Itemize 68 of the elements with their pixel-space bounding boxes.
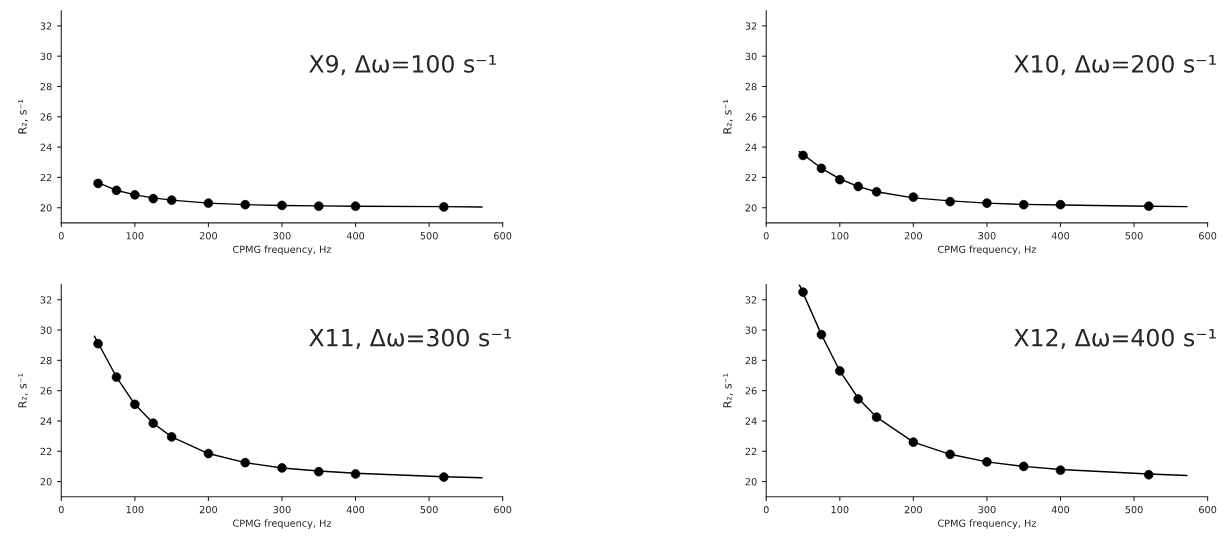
y-tick-label: 20 xyxy=(40,478,52,486)
y-tick-label: 22 xyxy=(745,173,757,182)
x-tick-label: 200 xyxy=(904,505,922,514)
x-axis-title: CPMG frequency, Hz xyxy=(233,245,332,255)
x-tick-label: 500 xyxy=(420,505,438,514)
annotation: X10, Δω=200 s⁻¹ xyxy=(1014,54,1216,76)
y-tick-label: 30 xyxy=(40,326,52,334)
y-tick-label: 28 xyxy=(40,356,52,365)
x-tick-label: 0 xyxy=(763,505,769,514)
y-tick-label: 20 xyxy=(40,204,52,212)
y-tick-label: 26 xyxy=(40,113,52,121)
x-tick-label: 200 xyxy=(199,505,218,514)
y-tick-label: 24 xyxy=(745,143,757,151)
x-tick-label: 500 xyxy=(420,232,438,240)
y-tick-label: 30 xyxy=(745,52,757,61)
x-tick-label: 100 xyxy=(831,505,849,514)
x-axis-title: CPMG frequency, Hz xyxy=(937,245,1037,255)
x-tick-label: 500 xyxy=(1125,505,1143,514)
annotation: X12, Δω=400 s⁻¹ xyxy=(1014,328,1216,350)
y-tick-label: 24 xyxy=(40,143,52,151)
x-tick-label: 400 xyxy=(1051,232,1070,240)
x-tick-label: 0 xyxy=(58,232,64,240)
y-tick-label: 32 xyxy=(745,22,757,30)
y-tick-label: 26 xyxy=(745,113,757,121)
x-tick-label: 300 xyxy=(978,232,996,240)
y-tick-label: 30 xyxy=(40,52,52,61)
y-axis-title: R₂, s⁻¹ xyxy=(723,373,733,408)
x-tick-label: 300 xyxy=(273,505,291,514)
y-tick-label: 22 xyxy=(745,447,757,455)
x-tick-label: 400 xyxy=(346,232,365,240)
x-tick-label: 200 xyxy=(199,232,218,240)
y-axis-title: R₂, s⁻¹ xyxy=(18,99,28,134)
x-tick-label: 300 xyxy=(273,232,291,240)
x-tick-label: 500 xyxy=(1125,232,1143,240)
x-tick-label: 0 xyxy=(58,505,64,514)
x-tick-label: 100 xyxy=(831,232,849,240)
y-tick-label: 22 xyxy=(40,173,52,182)
annotation: X11, Δω=300 s⁻¹ xyxy=(309,328,511,350)
y-tick-label: 30 xyxy=(745,326,757,334)
y-tick-label: 20 xyxy=(745,204,757,212)
x-tick-label: 600 xyxy=(494,232,512,240)
x-tick-label: 600 xyxy=(494,505,512,514)
y-axis-title: R₂, s⁻¹ xyxy=(723,99,733,134)
x-axis-title: CPMG frequency, Hz xyxy=(937,519,1037,529)
y-tick-label: 20 xyxy=(745,478,757,486)
y-tick-label: 28 xyxy=(745,356,757,365)
x-tick-label: 0 xyxy=(763,232,769,240)
x-tick-label: 100 xyxy=(126,232,144,240)
y-tick-label: 26 xyxy=(40,387,52,395)
x-tick-label: 300 xyxy=(978,505,996,514)
y-axis-title: R₂, s⁻¹ xyxy=(18,373,28,408)
y-tick-label: 32 xyxy=(745,296,757,304)
y-tick-label: 28 xyxy=(40,82,52,91)
x-tick-label: 100 xyxy=(126,505,144,514)
y-tick-label: 28 xyxy=(745,82,757,91)
x-tick-label: 400 xyxy=(346,505,365,514)
x-tick-label: 600 xyxy=(1199,232,1217,240)
x-tick-label: 600 xyxy=(1199,505,1217,514)
y-tick-label: 24 xyxy=(745,417,757,425)
y-tick-label: 32 xyxy=(40,22,52,30)
y-tick-label: 26 xyxy=(745,387,757,395)
y-tick-label: 22 xyxy=(40,447,52,455)
y-tick-label: 32 xyxy=(40,296,52,304)
x-axis-title: CPMG frequency, Hz xyxy=(233,519,332,529)
annotation: X9, Δω=100 s⁻¹ xyxy=(309,54,496,76)
x-tick-label: 400 xyxy=(1051,505,1070,514)
y-tick-label: 24 xyxy=(40,417,52,425)
x-tick-label: 200 xyxy=(904,232,922,240)
